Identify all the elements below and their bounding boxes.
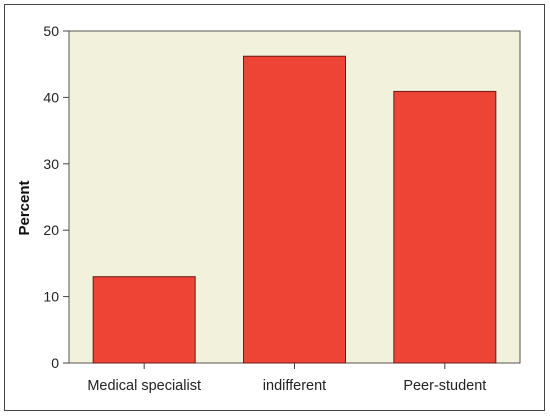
y-tick-label: 40 xyxy=(43,89,59,105)
x-axis: Medical specialist indifferent Peer-studen… xyxy=(87,363,486,394)
bar-peer-student xyxy=(393,90,497,364)
y-tick-label: 30 xyxy=(43,156,59,172)
bar-medical-specialist xyxy=(92,276,196,364)
bars-group xyxy=(92,55,497,364)
bar-indifferent xyxy=(243,55,346,364)
y-tick-label: 20 xyxy=(43,222,59,238)
y-tick-label: 50 xyxy=(43,23,59,39)
y-axis-title: Percent xyxy=(16,180,33,235)
x-category-label: indifferent xyxy=(263,378,326,394)
y-tick-label: 0 xyxy=(51,355,59,371)
x-category-label: Peer-student xyxy=(403,378,486,394)
x-category-label: Medical specialist xyxy=(87,378,201,394)
y-tick-label: 10 xyxy=(43,289,59,305)
y-axis: 0 10 20 30 40 50 xyxy=(43,23,69,371)
